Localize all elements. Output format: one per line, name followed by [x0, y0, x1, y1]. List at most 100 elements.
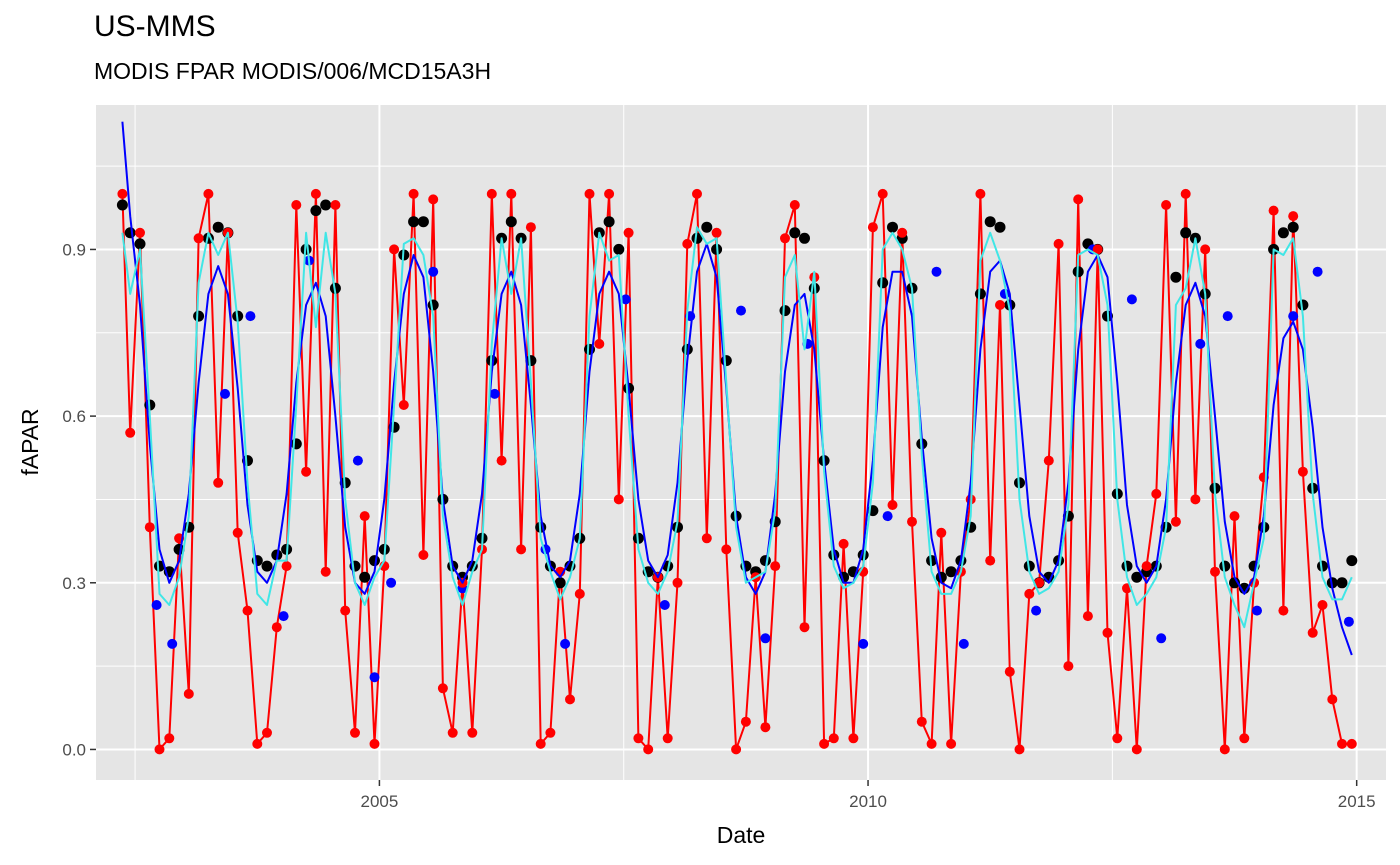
- interpolated-point-15: [659, 600, 670, 610]
- filtered-point-46: [565, 694, 575, 705]
- filtered-point-70: [799, 622, 810, 633]
- filtered-point-78: [877, 188, 888, 199]
- interpolated-point-30: [1222, 311, 1233, 322]
- filtered-point-23: [340, 605, 351, 616]
- raw-point-59: [691, 232, 703, 244]
- filtered-point-112: [1210, 566, 1220, 577]
- filtered-point-91: [1004, 666, 1015, 677]
- filtered-point-101: [1102, 627, 1113, 638]
- interpolated-point-27: [1126, 294, 1137, 305]
- filtered-point-74: [838, 538, 849, 549]
- filtered-point-102: [1112, 733, 1123, 744]
- filtered-point-105: [1141, 561, 1152, 572]
- interpolated-point-13: [560, 638, 571, 649]
- raw-point-45: [554, 577, 566, 589]
- interpolated-point-1: [167, 638, 178, 649]
- x-tick-label-1: 2010: [849, 792, 887, 811]
- filtered-point-69: [789, 200, 800, 210]
- raw-point-87: [965, 521, 977, 533]
- filtered-point-43: [535, 738, 546, 749]
- filtered-point-72: [819, 738, 830, 749]
- raw-point-119: [1277, 227, 1289, 239]
- filtered-point-73: [828, 733, 839, 744]
- interpolated-point-11: [489, 388, 500, 399]
- interpolated-point-22: [931, 266, 942, 277]
- raw-point-69: [789, 227, 801, 239]
- tick-labels: 2005 2010 2015 0.0 0.3 0.6 0.9: [62, 240, 1375, 811]
- raw-point-2: [134, 238, 146, 250]
- filtered-point-18: [291, 200, 302, 210]
- raw-point-20: [310, 205, 322, 217]
- filtered-point-10: [213, 477, 224, 488]
- filtered-point-114: [1229, 511, 1240, 522]
- interpolated-point-23: [958, 638, 969, 649]
- filtered-point-58: [682, 238, 693, 249]
- filtered-point-98: [1073, 194, 1084, 205]
- raw-point-4: [154, 560, 165, 572]
- filtered-point-20: [310, 188, 321, 199]
- raw-point-79: [887, 221, 898, 233]
- filtered-point-124: [1327, 694, 1338, 705]
- raw-point-15: [261, 560, 273, 572]
- filtered-point-113: [1219, 744, 1230, 755]
- raw-point-42: [525, 355, 537, 367]
- raw-point-109: [1180, 227, 1192, 239]
- raw-point-32: [427, 299, 439, 311]
- filtered-point-92: [1014, 744, 1025, 755]
- filtered-point-38: [486, 188, 497, 199]
- filtered-point-121: [1297, 466, 1308, 477]
- raw-point-21: [320, 199, 332, 211]
- raw-point-30: [408, 216, 420, 228]
- filtered-point-56: [662, 733, 673, 744]
- x-axis-title: Date: [717, 822, 766, 848]
- filtered-point-26: [369, 738, 380, 749]
- filtered-point-60: [701, 533, 712, 544]
- interpolated-point-25: [1031, 605, 1042, 616]
- x-tick-label-2: 2015: [1338, 792, 1376, 811]
- filtered-point-75: [848, 733, 859, 744]
- filtered-point-13: [242, 605, 253, 616]
- filtered-point-25: [359, 511, 370, 522]
- filtered-point-118: [1268, 205, 1279, 216]
- raw-point-57: [672, 521, 683, 533]
- y-axis-title: fAPAR: [17, 408, 43, 475]
- filtered-point-89: [985, 555, 996, 566]
- filtered-point-84: [936, 527, 947, 538]
- filtered-point-66: [760, 722, 771, 733]
- filtered-point-110: [1190, 494, 1201, 505]
- filtered-point-8: [193, 233, 204, 244]
- interpolated-point-0: [151, 600, 162, 610]
- interpolated-point-9: [428, 266, 439, 277]
- filtered-series-points: [117, 188, 1357, 755]
- filtered-point-88: [975, 188, 986, 199]
- interpolated-point-6: [352, 455, 363, 466]
- filtered-point-53: [633, 733, 644, 744]
- raw-point-1: [124, 227, 136, 239]
- filtered-point-99: [1082, 611, 1093, 622]
- y-tick-label-2: 0.6: [62, 407, 86, 426]
- raw-point-120: [1287, 221, 1299, 233]
- y-tick-label-1: 0.3: [62, 574, 86, 593]
- filtered-point-96: [1053, 238, 1064, 249]
- filtered-point-115: [1239, 733, 1250, 744]
- fine-smooth-series-line: [121, 226, 1353, 629]
- filtered-point-94: [1034, 577, 1045, 588]
- interpolated-point-34: [1343, 616, 1354, 627]
- filtered-point-32: [428, 194, 439, 205]
- filtered-point-108: [1170, 516, 1181, 527]
- filtered-point-54: [643, 744, 654, 755]
- raw-point-0: [116, 199, 128, 211]
- filtered-point-61: [711, 227, 722, 238]
- raw-point-103: [1121, 560, 1133, 572]
- filtered-point-83: [926, 738, 937, 749]
- interpolated-point-14: [620, 294, 631, 305]
- interpolated-point-7: [369, 672, 380, 683]
- filtered-point-51: [613, 494, 624, 505]
- filtered-point-104: [1131, 744, 1142, 755]
- filtered-point-0: [117, 188, 128, 199]
- filtered-point-57: [672, 577, 683, 588]
- filtered-point-59: [692, 188, 702, 199]
- raw-point-89: [984, 216, 996, 228]
- filtered-point-4: [154, 744, 165, 755]
- chart-title: US-MMS: [94, 10, 216, 43]
